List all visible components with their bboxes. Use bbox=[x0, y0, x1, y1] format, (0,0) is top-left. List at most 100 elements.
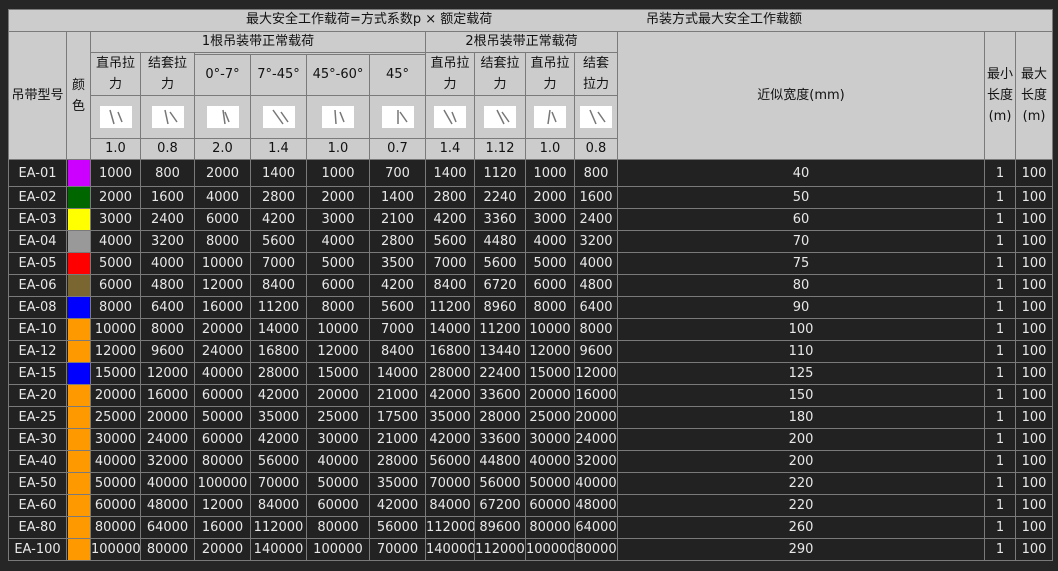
load-cell: 30000 bbox=[90, 428, 141, 451]
table-row: EA-15 15000 12000 40000 28000 15000 14000 28000… bbox=[8, 362, 1054, 385]
load-cell: 7000 bbox=[250, 252, 307, 275]
max-length-cell: 100 bbox=[1014, 516, 1054, 539]
min-length-cell: 1 bbox=[984, 296, 1016, 319]
load-cell: 8000 bbox=[306, 296, 370, 319]
load-cell: 10000 bbox=[306, 318, 370, 341]
load-cell: 5000 bbox=[90, 252, 141, 275]
width-cell: 220 bbox=[617, 472, 985, 495]
table-row: EA-60 60000 48000 12000 84000 60000 42000 84000… bbox=[8, 494, 1054, 517]
load-cell: 4000 bbox=[140, 252, 195, 275]
table-row: EA-02 2000 1600 4000 2800 2000 1400 2800 2240 200… bbox=[8, 186, 1054, 209]
max-length-cell: 100 bbox=[1014, 274, 1054, 297]
load-cell: 16000 bbox=[140, 384, 195, 407]
color-cell bbox=[66, 296, 91, 319]
load-cell: 8400 bbox=[425, 274, 475, 297]
load-cell: 8000 bbox=[525, 296, 575, 319]
color-cell bbox=[66, 318, 91, 341]
color-swatch bbox=[67, 385, 90, 406]
load-cell: 24000 bbox=[194, 340, 251, 363]
angle-header: 45°-60° bbox=[306, 53, 370, 97]
color-swatch bbox=[67, 231, 90, 252]
load-cell: 10000 bbox=[525, 318, 575, 341]
load-cell: 11200 bbox=[250, 296, 307, 319]
load-cell: 50000 bbox=[306, 472, 370, 495]
max-length-cell: 100 bbox=[1014, 384, 1054, 407]
table-row: EA-01 1000 800 2000 1400 1000 700 1400 1120 1000 8… bbox=[8, 159, 1054, 187]
model-cell: EA-10 bbox=[8, 318, 67, 341]
load-cell: 112000 bbox=[250, 516, 307, 539]
load-cell: 84000 bbox=[425, 494, 475, 517]
load-cell: 9600 bbox=[140, 340, 195, 363]
load-cell: 20000 bbox=[574, 406, 618, 429]
model-cell: EA-80 bbox=[8, 516, 67, 539]
load-cell: 50000 bbox=[90, 472, 141, 495]
load-cell: 89600 bbox=[474, 516, 526, 539]
load-cell: 42000 bbox=[369, 494, 426, 517]
icon-cell bbox=[525, 95, 575, 139]
color-cell bbox=[66, 159, 91, 187]
model-cell: EA-03 bbox=[8, 208, 67, 231]
load-cell: 6400 bbox=[574, 296, 618, 319]
width-cell: 40 bbox=[617, 159, 985, 187]
load-cell: 40000 bbox=[574, 472, 618, 495]
load-cell: 16000 bbox=[194, 296, 251, 319]
load-cell: 3000 bbox=[306, 208, 370, 231]
width-cell: 200 bbox=[617, 428, 985, 451]
color-cell bbox=[66, 494, 91, 517]
model-cell: EA-20 bbox=[8, 384, 67, 407]
min-length-cell: 1 bbox=[984, 340, 1016, 363]
color-swatch bbox=[67, 253, 90, 274]
load-cell: 14000 bbox=[425, 318, 475, 341]
load-cell: 40000 bbox=[90, 450, 141, 473]
table-row: EA-20 20000 16000 60000 42000 20000 21000 42000… bbox=[8, 384, 1054, 407]
min-length-cell: 1 bbox=[984, 362, 1016, 385]
factor-cell: 1.0 bbox=[306, 138, 370, 160]
load-cell: 64000 bbox=[140, 516, 195, 539]
load-cell: 50000 bbox=[525, 472, 575, 495]
factor-cell: 0.7 bbox=[369, 138, 426, 160]
max-length-cell: 100 bbox=[1014, 230, 1054, 253]
factor-cell: 1.12 bbox=[474, 138, 526, 160]
icon-cell bbox=[90, 95, 141, 139]
load-cell: 50000 bbox=[194, 406, 251, 429]
load-cell: 100000 bbox=[306, 538, 370, 561]
min-length-cell: 1 bbox=[984, 428, 1016, 451]
title-row: 最大安全工作载荷=方式系数p × 额定载荷 吊装方式最大安全工作载额 bbox=[7, 9, 1054, 32]
load-cell: 8000 bbox=[574, 318, 618, 341]
table-row: EA-05 5000 4000 10000 7000 5000 3500 7000 5600 50… bbox=[8, 252, 1054, 275]
min-length-header: 最小长度(m) bbox=[984, 31, 1016, 160]
load-cell: 6000 bbox=[194, 208, 251, 231]
width-cell: 220 bbox=[617, 494, 985, 517]
color-swatch bbox=[67, 209, 90, 230]
table-row: EA-08 8000 6400 16000 11200 8000 5600 11200 8960… bbox=[8, 296, 1054, 319]
model-cell: EA-12 bbox=[8, 340, 67, 363]
load-cell: 5000 bbox=[306, 252, 370, 275]
icon-cell bbox=[250, 95, 307, 139]
load-cell: 3360 bbox=[474, 208, 526, 231]
load-cell: 10000 bbox=[90, 318, 141, 341]
color-cell bbox=[66, 450, 91, 473]
table-header: 最大安全工作载荷=方式系数p × 额定载荷 吊装方式最大安全工作载额 吊带型号 … bbox=[7, 9, 1054, 160]
load-cell: 4000 bbox=[194, 186, 251, 209]
icon-cell bbox=[194, 95, 251, 139]
color-cell bbox=[66, 538, 91, 561]
color-cell bbox=[66, 406, 91, 429]
load-cell: 3000 bbox=[90, 208, 141, 231]
load-cell: 3200 bbox=[140, 230, 195, 253]
load-cell: 16800 bbox=[250, 340, 307, 363]
load-cell: 44800 bbox=[474, 450, 526, 473]
max-length-cell: 100 bbox=[1014, 296, 1054, 319]
min-length-cell: 1 bbox=[984, 384, 1016, 407]
width-cell: 180 bbox=[617, 406, 985, 429]
model-cell: EA-100 bbox=[8, 538, 67, 561]
load-cell: 12000 bbox=[525, 340, 575, 363]
max-length-cell: 100 bbox=[1014, 538, 1054, 561]
load-cell: 11200 bbox=[474, 318, 526, 341]
load-cell: 80000 bbox=[194, 450, 251, 473]
load-cell: 4200 bbox=[425, 208, 475, 231]
load-cell: 48000 bbox=[140, 494, 195, 517]
load-cell: 700 bbox=[369, 159, 426, 187]
model-cell: EA-05 bbox=[8, 252, 67, 275]
icon-row bbox=[9, 95, 1053, 139]
load-cell: 32000 bbox=[140, 450, 195, 473]
